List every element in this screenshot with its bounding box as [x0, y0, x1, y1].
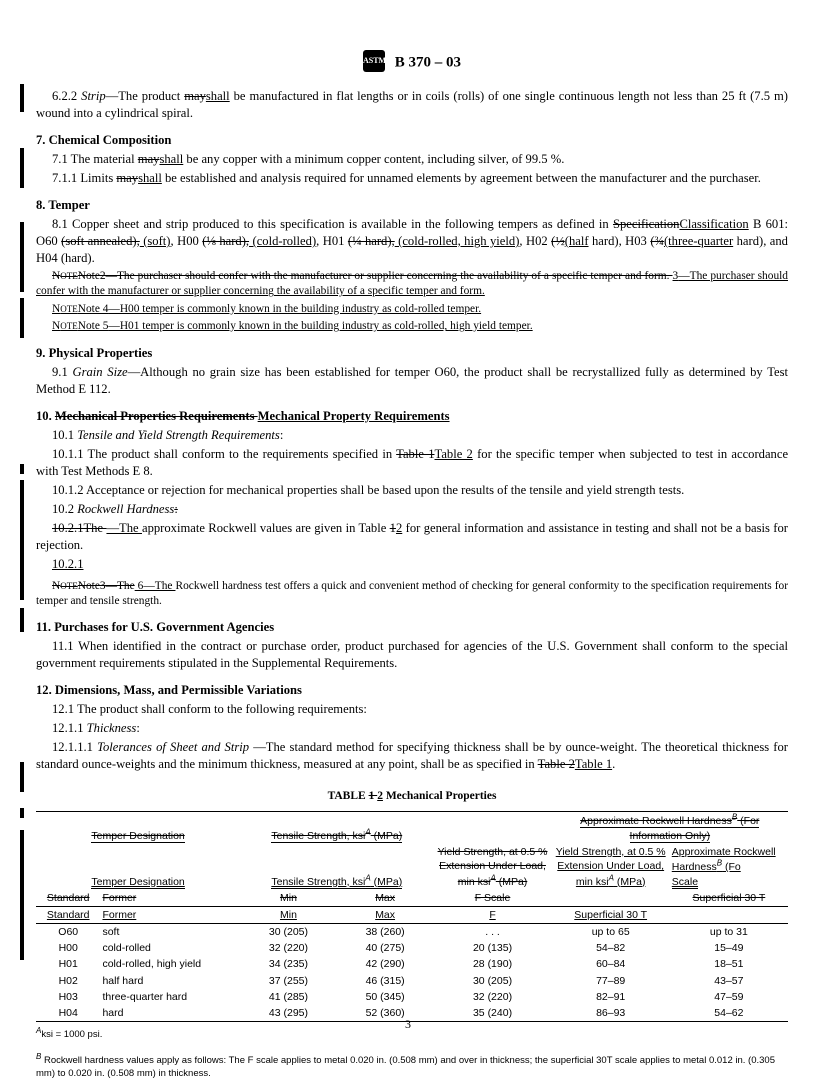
note-4: NOTENote 4—H00 temper is commonly known …	[36, 302, 788, 317]
note-2-3: NOTENote2—The purchaser should confer wi…	[36, 269, 788, 300]
change-bar-icon	[20, 464, 24, 474]
clause-8-1: 8.1 Copper sheet and strip produced to t…	[36, 216, 788, 267]
change-bar-icon	[20, 222, 24, 292]
page-number: 3	[0, 1016, 816, 1032]
clause-9-1: 9.1 Grain Size—Although no grain size ha…	[36, 364, 788, 398]
mechanical-properties-table: Temper Designation Tensile Strength, ksi…	[36, 811, 788, 1022]
section-8-title: 8. Temper	[36, 197, 788, 214]
clause-6-2-2: 6.2.2 Strip—The product mayshall be manu…	[36, 88, 788, 122]
table-row: O60soft30 (205)38 (260). . .up to 65up t…	[36, 924, 788, 940]
change-bar-icon	[20, 298, 24, 338]
change-bar-icon	[20, 808, 24, 818]
section-7-title: 7. Chemical Composition	[36, 132, 788, 149]
clause-10-1-1: 10.1.1 The product shall conform to the …	[36, 446, 788, 480]
section-11-title: 11. Purchases for U.S. Government Agenci…	[36, 619, 788, 636]
clause-10-2-1-new: 10.2.1	[36, 556, 788, 573]
note-6: NOTENote3—The 6—The Rockwell hardness te…	[36, 579, 788, 610]
table-header-inserted: Temper Designation Tensile Strength, ksi…	[36, 844, 788, 890]
table-subheader-deleted: Standard Former Min Max F Scale Superfic…	[36, 890, 788, 907]
clause-10-2: 10.2 Rockwell Hardness:	[36, 501, 788, 518]
change-bar-icon	[20, 762, 24, 792]
clause-7-1: 7.1 The material mayshall be any copper …	[36, 151, 788, 168]
change-bar-icon	[20, 84, 24, 112]
table-row: H00cold-rolled32 (220)40 (275)20 (135)54…	[36, 940, 788, 956]
table-title: TABLE 1 2 Mechanical Properties	[36, 789, 788, 805]
spec-number: B 370 – 03	[395, 54, 461, 70]
doc-header: ASTM B 370 – 03	[36, 52, 788, 74]
clause-10-1-2: 10.1.2 Acceptance or rejection for mecha…	[36, 482, 788, 499]
clause-12-1-1-1: 12.1.1.1 Tolerances of Sheet and Strip —…	[36, 739, 788, 773]
table-row: H02half hard37 (255)46 (315)30 (205)77–8…	[36, 973, 788, 989]
astm-logo-icon: ASTM	[363, 50, 385, 72]
clause-11-1: 11.1 When identified in the contract or …	[36, 638, 788, 672]
table-subheader-inserted: Standard Former Min Max F Superficial 30…	[36, 907, 788, 924]
change-bar-icon	[20, 148, 24, 188]
table-row: H01cold-rolled, high yield34 (235)42 (29…	[36, 956, 788, 972]
section-9-title: 9. Physical Properties	[36, 345, 788, 362]
table-header-deleted: Temper Designation Tensile Strength, ksi…	[36, 812, 788, 844]
table-row: H03three-quarter hard41 (285)50 (345)32 …	[36, 989, 788, 1005]
clause-10-1: 10.1 Tensile and Yield Strength Requirem…	[36, 427, 788, 444]
page: ASTM B 370 – 03 6.2.2 Strip—The product …	[0, 0, 816, 1056]
clause-7-1-1: 7.1.1 Limits mayshall be established and…	[36, 170, 788, 187]
section-12-title: 12. Dimensions, Mass, and Permissible Va…	[36, 682, 788, 699]
change-bar-icon	[20, 830, 24, 960]
change-bar-icon	[20, 480, 24, 600]
section-10-title: 10. Mechanical Properties Requirements M…	[36, 408, 788, 425]
clause-10-2-1: 10.2.1The —The approximate Rockwell valu…	[36, 520, 788, 554]
note-5: NOTENote 5—H01 temper is commonly known …	[36, 319, 788, 334]
change-bar-icon	[20, 608, 24, 632]
clause-12-1-1: 12.1.1 Thickness:	[36, 720, 788, 737]
clause-12-1: 12.1 The product shall conform to the fo…	[36, 701, 788, 718]
